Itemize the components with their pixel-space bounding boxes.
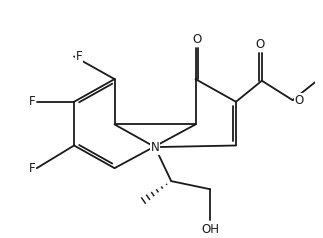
Text: F: F xyxy=(76,50,82,63)
Text: O: O xyxy=(294,94,304,107)
Text: F: F xyxy=(29,95,35,108)
Text: F: F xyxy=(29,162,35,175)
Text: O: O xyxy=(193,33,202,46)
Text: N: N xyxy=(151,141,159,154)
Text: OH: OH xyxy=(201,223,219,236)
Text: O: O xyxy=(255,38,265,51)
